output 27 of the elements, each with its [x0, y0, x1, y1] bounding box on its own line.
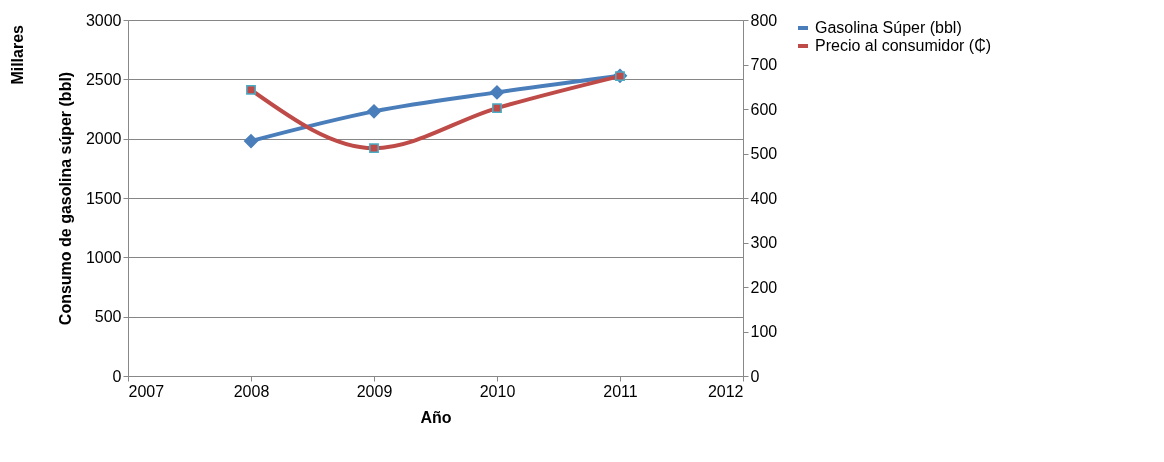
y-tick-label: 500	[94, 308, 122, 326]
y2-tick-label: 200	[750, 278, 778, 296]
x-tick-label: 2007	[128, 382, 165, 400]
y2-tick-label: 100	[750, 323, 778, 340]
x-tick-label: 2009	[356, 382, 393, 400]
y-axis-title: Consumo de gasolina súper (bbl)	[56, 71, 74, 326]
x-axis-title: Año	[420, 408, 452, 426]
y2-tick-label: 300	[750, 234, 778, 251]
y2-tick-label: 500	[750, 145, 778, 162]
y-tick-label: 0	[112, 367, 122, 385]
x-tick-label: 2011	[603, 382, 638, 400]
y2-tick-label: 0	[750, 367, 760, 385]
y2-tick-label: 700	[750, 56, 778, 73]
x-tick-label: 2010	[479, 382, 516, 400]
y-tick-label: 3000	[85, 11, 122, 29]
legend-label: Gasolina Súper (bbl)	[815, 19, 962, 36]
text: Millares	[9, 24, 26, 85]
y2-tick-label: 400	[750, 189, 778, 207]
x-tick-label: 2012	[707, 382, 744, 400]
y-tick-label: 1000	[85, 248, 122, 266]
y-tick-label: 2000	[85, 130, 122, 148]
y2-tick-label: 600	[750, 100, 778, 118]
y2-tick-label: 800	[750, 11, 778, 29]
y-tick-label: 2500	[85, 70, 122, 88]
y-tick-label: 1500	[85, 189, 122, 207]
x-tick-label: 2008	[233, 382, 270, 400]
legend-label: Precio al consumidor (₵)	[815, 37, 992, 54]
